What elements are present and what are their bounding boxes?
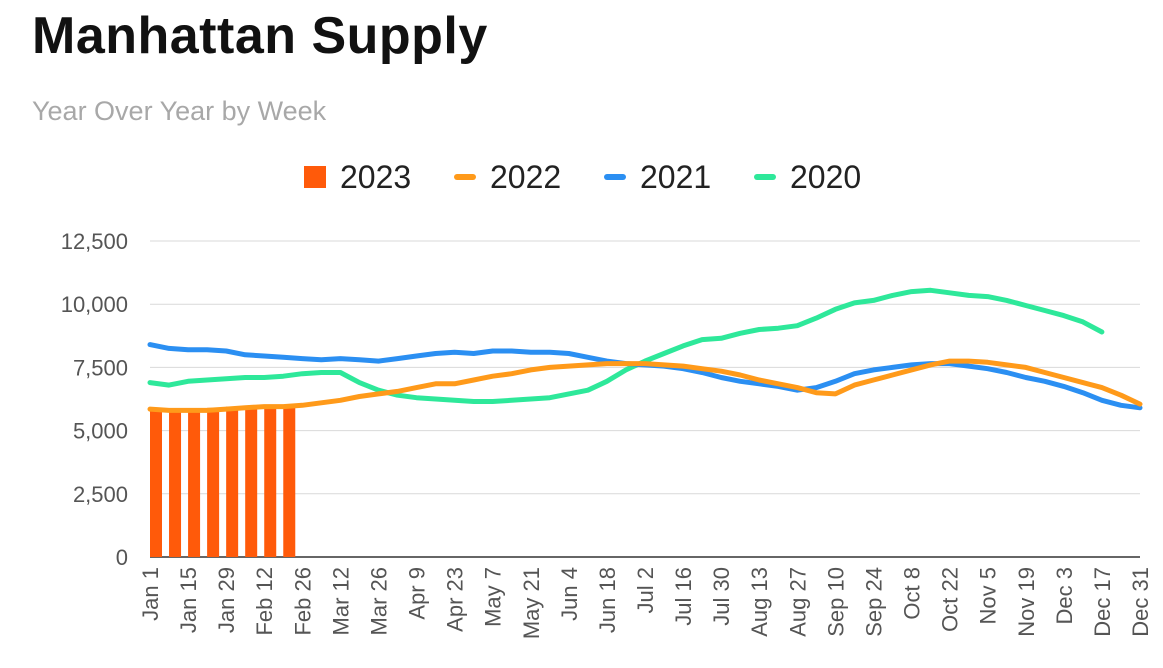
x-tick-label: Jun 4 <box>557 567 582 621</box>
series-line-2020 <box>147 287 1105 404</box>
x-tick-label: Dec 3 <box>1052 567 1077 624</box>
x-tick-label: Dec 17 <box>1090 567 1115 637</box>
legend-swatch-2020 <box>754 174 776 180</box>
x-tick-label: May 7 <box>481 567 506 627</box>
bar-2023 <box>245 406 258 557</box>
series-line-2022 <box>147 358 1143 413</box>
y-tick-label: 12,500 <box>61 229 128 254</box>
x-tick-label: Nov 19 <box>1014 567 1039 637</box>
legend-swatch-2021 <box>604 174 626 180</box>
x-tick-label: Jul 2 <box>633 567 658 613</box>
y-tick-label: 5,000 <box>73 419 128 444</box>
legend-label-2020: 2020 <box>790 158 862 195</box>
chart-legend: 2023 2022 2021 2020 <box>0 155 1163 199</box>
bar-2023 <box>150 409 162 557</box>
bar-2023 <box>226 406 239 557</box>
legend-item-2020: 2020 <box>754 155 861 199</box>
legend-label-2023: 2023 <box>340 158 412 195</box>
x-tick-label: Jan 29 <box>214 567 239 633</box>
x-tick-label: Feb 26 <box>290 567 315 636</box>
x-tick-label: Dec 31 <box>1128 567 1153 637</box>
chart-subtitle: Year Over Year by Week <box>32 96 327 126</box>
bar-2023 <box>169 410 182 557</box>
x-tick-label: Jan 1 <box>138 567 163 621</box>
x-tick-label: Aug 13 <box>747 567 772 637</box>
bar-2023 <box>188 409 201 557</box>
x-tick-label: Feb 12 <box>252 567 277 636</box>
x-tick-label: Apr 23 <box>443 567 468 632</box>
x-tick-label: May 21 <box>519 567 544 639</box>
legend-item-2022: 2022 <box>454 155 561 199</box>
chart-title: Manhattan Supply <box>32 7 488 65</box>
y-tick-label: 2,500 <box>73 482 128 507</box>
x-tick-label: Jan 15 <box>176 567 201 633</box>
legend-label-2022: 2022 <box>490 158 562 195</box>
bar-2023 <box>283 405 296 557</box>
x-tick-label: Mar 12 <box>328 567 353 635</box>
x-tick-label: Jul 16 <box>671 567 696 626</box>
legend-swatch-2023 <box>304 166 326 188</box>
legend-item-2023: 2023 <box>304 155 411 199</box>
y-tick-label: 7,500 <box>73 355 128 380</box>
bar-2023 <box>264 405 277 557</box>
x-tick-label: Sep 10 <box>823 567 848 637</box>
x-tick-label: Sep 24 <box>861 567 886 637</box>
x-tick-label: Aug 27 <box>785 567 810 637</box>
legend-swatch-2022 <box>454 174 476 180</box>
x-tick-label: Jun 18 <box>595 567 620 633</box>
x-tick-label: Oct 22 <box>938 567 963 632</box>
bar-2023 <box>207 407 220 557</box>
x-tick-label: Mar 26 <box>366 567 391 635</box>
legend-item-2021: 2021 <box>604 155 711 199</box>
y-tick-label: 0 <box>116 545 128 570</box>
legend-label-2021: 2021 <box>640 158 712 195</box>
x-tick-label: Nov 5 <box>976 567 1001 624</box>
x-tick-label: Oct 8 <box>900 567 925 620</box>
x-tick-label: Apr 9 <box>405 567 430 620</box>
x-tick-label: Jul 30 <box>709 567 734 626</box>
y-tick-label: 10,000 <box>61 292 128 317</box>
